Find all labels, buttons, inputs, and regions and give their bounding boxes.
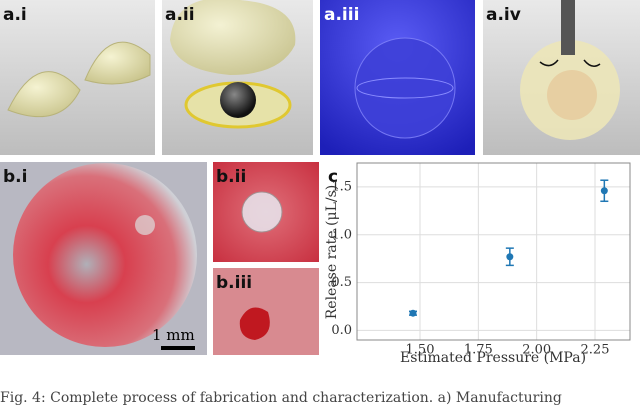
y-tick-label: 1.0 — [331, 227, 352, 242]
y-axis-label: Release rate (μL/s) — [324, 185, 340, 319]
x-axis-label: Estimated Pressure (MPa) — [400, 350, 586, 366]
plot-frame — [356, 162, 631, 341]
chart-title: c — [328, 167, 338, 187]
y-tick-label: 1.5 — [331, 179, 352, 194]
x-tick-label: 2.00 — [522, 343, 551, 358]
scale-bar-label: 1 mm — [152, 326, 195, 344]
panel-label: a.i — [3, 5, 27, 25]
point — [409, 309, 417, 317]
caption: Fig. 4: Complete process of fabrication … — [0, 390, 562, 405]
panel-label: b.ii — [216, 167, 246, 187]
photo-panels — [0, 0, 640, 355]
plot: 1.50 1.75 2.00 2.25 0.0 0.5 1.0 1.5 — [331, 162, 631, 358]
x-tick-label: 2.25 — [581, 343, 610, 358]
y-tick-label: 0.0 — [331, 323, 352, 338]
x-tick-label: 1.75 — [464, 343, 493, 358]
x-tick-label: 1.50 — [406, 343, 435, 358]
panel-label: b.iii — [216, 273, 252, 293]
y-tick-label: 0.5 — [331, 275, 352, 290]
point — [600, 187, 608, 195]
panel-label: a.iv — [486, 5, 521, 25]
panel-label: a.iii — [324, 5, 359, 25]
point — [506, 253, 514, 261]
panel-label: b.i — [3, 167, 27, 187]
panel-label: a.ii — [165, 5, 195, 25]
